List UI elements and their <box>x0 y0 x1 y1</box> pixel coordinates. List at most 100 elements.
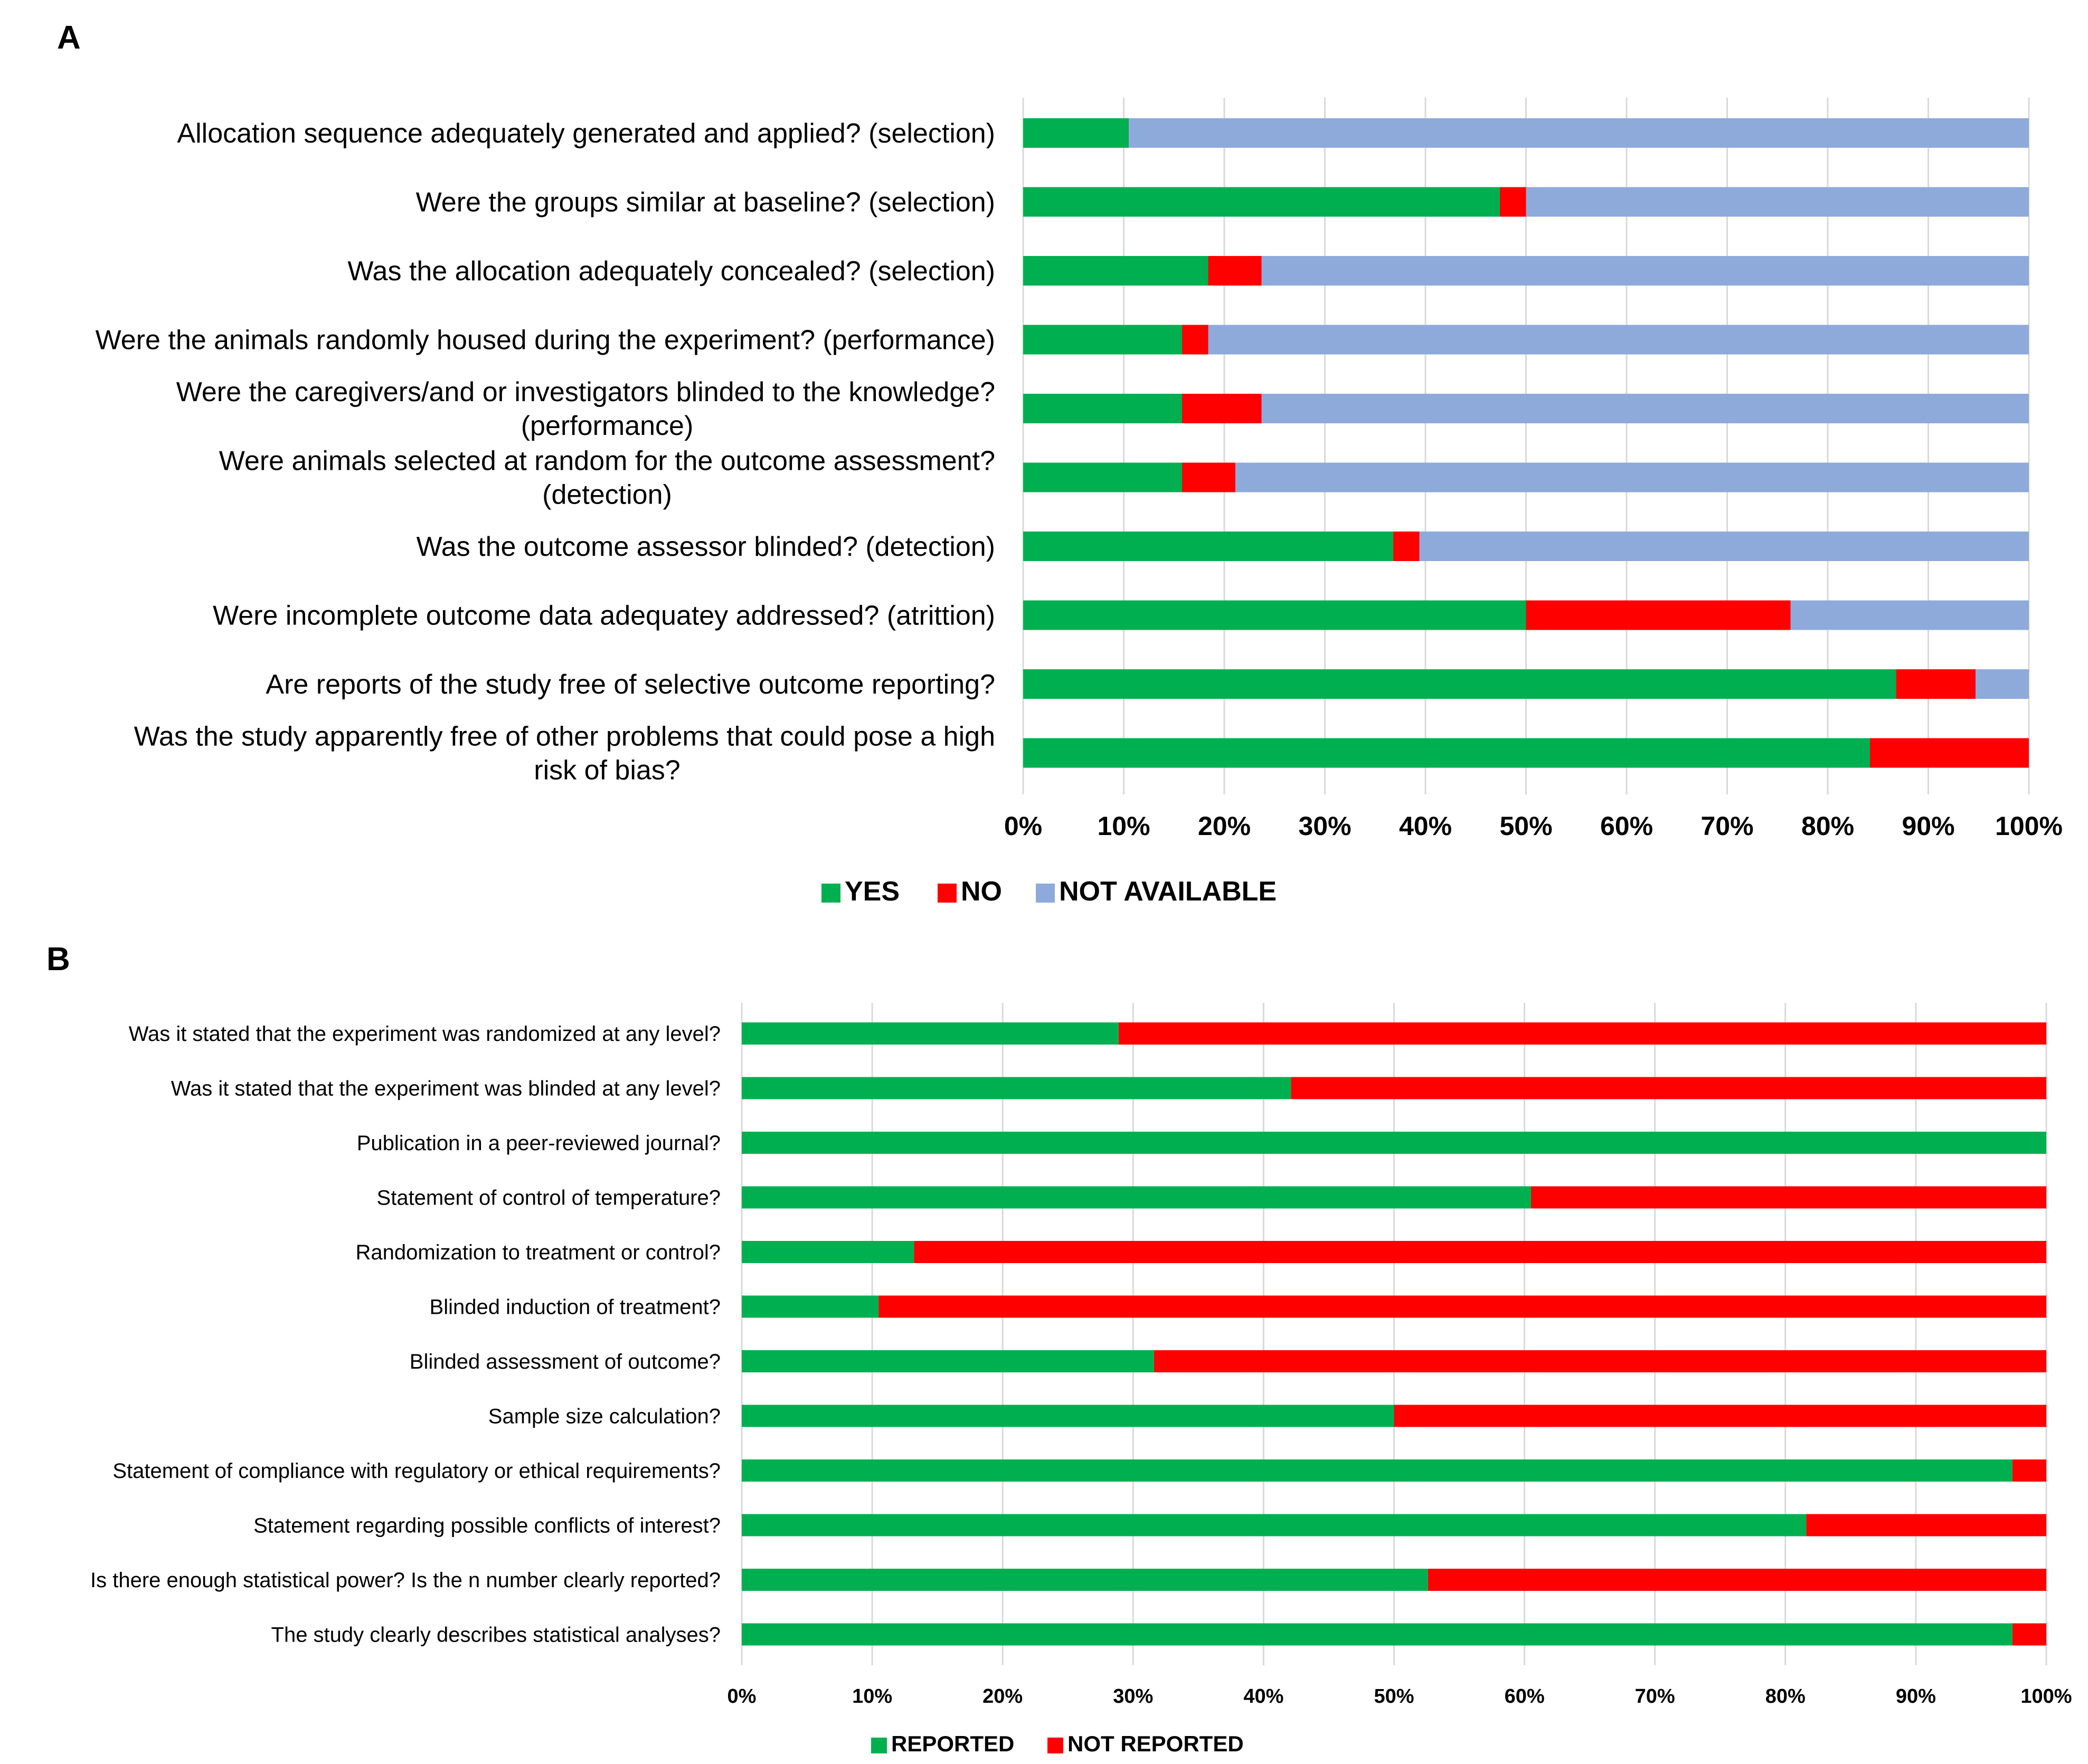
bar-not-reported-5 <box>914 1241 2047 1263</box>
category-label-11: Is there enough statistical power? Is th… <box>90 1569 721 1592</box>
x-tick-label-40: 40% <box>1243 1685 1283 1708</box>
legend-label-yes: YES <box>845 876 900 907</box>
bar-not-reported-10 <box>1806 1514 2046 1537</box>
category-label-3: Publication in a peer-reviewed journal? <box>357 1132 721 1155</box>
panel-b-legend: REPORTED NOT REPORTED <box>871 1731 1244 1756</box>
category-label-line: Publication in a peer-reviewed journal? <box>357 1132 721 1155</box>
bar-not-available-9 <box>1976 669 2029 699</box>
bar-no-5 <box>1182 394 1262 423</box>
bar-no-8 <box>1526 600 1791 630</box>
bar-yes-7 <box>1023 532 1394 561</box>
bar-not-available-4 <box>1208 325 2029 355</box>
bar-yes-9 <box>1023 669 1896 699</box>
category-label-line: Was it stated that the experiment was bl… <box>171 1077 721 1101</box>
x-tick-label-30: 30% <box>1298 811 1351 841</box>
legend-swatch-no <box>938 884 957 903</box>
x-tick-label-0: 0% <box>728 1685 757 1708</box>
x-tick-label-10: 10% <box>1097 811 1150 841</box>
bar-reported-7 <box>742 1350 1154 1372</box>
bar-not-available-3 <box>1261 256 2029 286</box>
legend-swatch-reported <box>871 1738 887 1753</box>
category-label-7: Was the outcome assessor blinded? (detec… <box>417 532 995 562</box>
category-label-5: Were the caregivers/and or investigators… <box>176 377 995 441</box>
category-label-line: risk of bias? <box>534 755 680 786</box>
x-tick-label-100: 100% <box>1995 811 2063 841</box>
category-label-line: Were the animals randomly housed during … <box>96 325 995 356</box>
bar-reported-2 <box>742 1077 1291 1099</box>
x-tick-label-90: 90% <box>1902 811 1954 841</box>
bar-yes-2 <box>1023 187 1500 217</box>
x-tick-label-70: 70% <box>1635 1685 1675 1708</box>
x-tick-label-90: 90% <box>1896 1685 1936 1708</box>
panel-a-x-ticks: 0% 10% 20% 30% 40% 50% 60% 70% 80% 90% 100% <box>1004 811 2063 841</box>
category-label-line: Was the allocation adequately concealed?… <box>347 256 995 287</box>
bar-not-available-5 <box>1261 394 2029 423</box>
bar-reported-10 <box>742 1514 1807 1537</box>
x-tick-label-20: 20% <box>1198 811 1251 841</box>
bar-not-reported-7 <box>1154 1350 2046 1372</box>
legend-swatch-not-available <box>1036 884 1055 903</box>
bar-yes-1 <box>1023 118 1129 148</box>
x-tick-label-30: 30% <box>1113 1685 1153 1708</box>
category-label-9: Are reports of the study free of selecti… <box>266 669 995 700</box>
bar-not-reported-9 <box>2012 1459 2046 1482</box>
bar-reported-6 <box>742 1295 879 1318</box>
x-tick-label-40: 40% <box>1399 811 1452 841</box>
panel-b-bars <box>742 1022 2047 1646</box>
bar-not-reported-2 <box>1291 1077 2046 1099</box>
bar-not-available-2 <box>1526 187 2029 217</box>
bar-no-4 <box>1182 325 1208 355</box>
legend-label-not-available: NOT AVAILABLE <box>1059 876 1277 907</box>
bar-reported-11 <box>742 1569 1428 1591</box>
x-tick-label-60: 60% <box>1505 1685 1545 1708</box>
x-tick-label-80: 80% <box>1765 1685 1806 1708</box>
category-label-7: Blinded assessment of outcome? <box>410 1350 721 1373</box>
panel-a-bars <box>1023 118 2029 768</box>
category-label-line: Randomization to treatment or control? <box>356 1241 721 1264</box>
category-label-line: Blinded induction of treatment? <box>430 1296 721 1319</box>
category-label-line: Was the study apparently free of other p… <box>134 722 995 752</box>
x-tick-label-20: 20% <box>982 1685 1023 1708</box>
bar-yes-3 <box>1023 256 1208 286</box>
x-tick-label-80: 80% <box>1801 811 1854 841</box>
bar-reported-12 <box>742 1623 2013 1646</box>
x-tick-label-100: 100% <box>2020 1685 2072 1708</box>
bar-yes-10 <box>1023 738 1870 768</box>
category-label-9: Statement of compliance with regulatory … <box>112 1459 721 1483</box>
bar-not-reported-8 <box>1394 1405 2046 1427</box>
bar-not-available-1 <box>1129 118 2029 148</box>
category-label-8: Were incomplete outcome data adequatey a… <box>213 601 995 631</box>
category-label-3: Was the allocation adequately concealed?… <box>347 256 995 287</box>
panel-b-x-ticks: 0% 10% 20% 30% 40% 50% 60% 70% 80% 90% 100% <box>728 1685 2072 1708</box>
x-tick-label-10: 10% <box>852 1685 892 1708</box>
category-label-4: Were the animals randomly housed during … <box>96 325 995 356</box>
bar-no-7 <box>1393 532 1420 561</box>
category-label-line: Were the caregivers/and or investigators… <box>176 377 995 407</box>
category-label-5: Randomization to treatment or control? <box>356 1241 721 1264</box>
legend-swatch-not-reported <box>1047 1738 1063 1753</box>
panel-a-letter: A <box>57 20 81 56</box>
x-tick-label-60: 60% <box>1600 811 1653 841</box>
legend-label-not-reported: NOT REPORTED <box>1067 1731 1244 1756</box>
category-label-line: Were animals selected at random for the … <box>219 446 995 477</box>
bar-reported-8 <box>742 1405 1394 1427</box>
category-label-line: Was the outcome assessor blinded? (detec… <box>417 532 995 562</box>
category-label-line: Sample size calculation? <box>488 1405 721 1428</box>
category-label-line: Statement of compliance with regulatory … <box>112 1459 721 1483</box>
category-label-line: Was it stated that the experiment was ra… <box>129 1022 721 1046</box>
bar-not-available-6 <box>1235 462 2029 492</box>
category-label-line: (performance) <box>521 411 694 441</box>
x-tick-label-0: 0% <box>1004 811 1042 841</box>
panel-a-category-labels: Allocation sequence adequately generated… <box>96 118 995 786</box>
bar-yes-8 <box>1023 600 1526 630</box>
panel-a-legend: YES NO NOT AVAILABLE <box>821 876 1277 907</box>
category-label-8: Sample size calculation? <box>488 1405 721 1428</box>
bar-not-reported-12 <box>2012 1623 2046 1646</box>
category-label-10: Statement regarding possible conflicts o… <box>253 1514 721 1538</box>
category-label-2: Were the groups similar at baseline? (se… <box>416 187 995 218</box>
bar-no-9 <box>1896 669 1976 699</box>
category-label-line: Allocation sequence adequately generated… <box>177 118 995 149</box>
bar-not-available-8 <box>1790 600 2029 630</box>
category-label-line: (detection) <box>542 480 672 510</box>
